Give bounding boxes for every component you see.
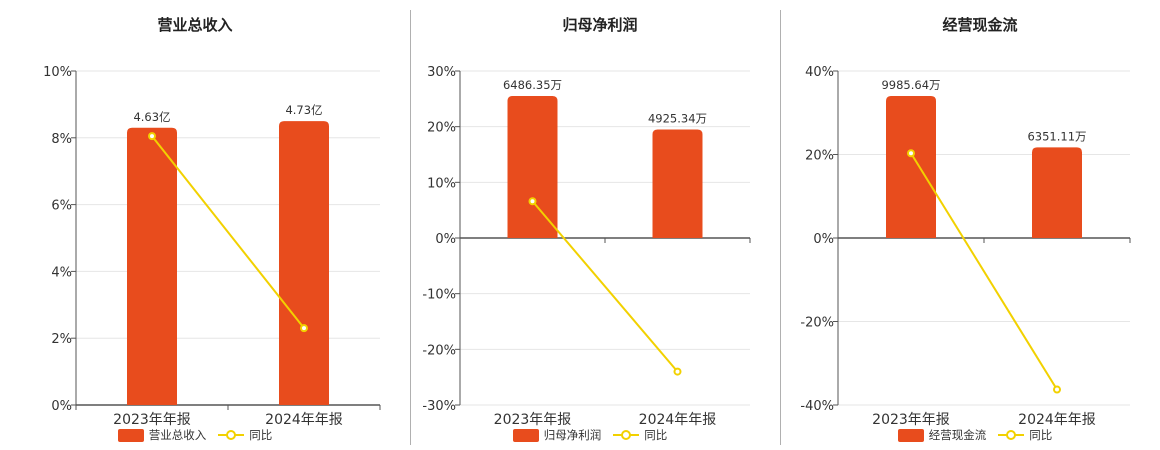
y-tick-label: 8% [51, 132, 72, 147]
legend-bar-swatch [897, 428, 924, 442]
chart-title: 经营现金流 [942, 16, 1018, 34]
bar-data-label: 4.73亿 [285, 103, 322, 117]
legend-line-swatch [998, 429, 1025, 441]
panel-divider [410, 10, 411, 445]
line-point [1053, 385, 1061, 394]
bar [127, 127, 177, 405]
x-tick-label: 2024年年报 [639, 412, 717, 428]
line-point [300, 324, 308, 333]
legend-bar-label: 归母净利润 [543, 428, 602, 442]
bar-data-label: 6486.35万 [503, 78, 562, 92]
bar-data-label: 9985.64万 [881, 78, 940, 92]
y-tick-label: 0% [813, 232, 834, 247]
line-point [148, 132, 156, 141]
bar-data-label: 6351.11万 [1027, 129, 1086, 143]
y-tick-label: 20% [427, 121, 456, 136]
chart-svg-net-profit: -30% -20% -10% 0% 10% 20% 30% 6486.35万 4925.34万 2… [422, 65, 751, 428]
y-tick-label: 20% [805, 149, 834, 164]
bar [652, 129, 703, 238]
legend-line-label: 同比 [644, 428, 668, 442]
y-tick-label: -10% [422, 288, 456, 303]
bar [507, 96, 558, 238]
chart-svg-revenue: 0% 2% 4% 6% 8% 10% 4.63亿 4.73亿 2023年年报 2024年年报 [43, 65, 381, 428]
y-tick-label: -20% [422, 343, 456, 358]
x-tick-label: 2024年年报 [1018, 412, 1096, 428]
legend-line-swatch [613, 429, 640, 441]
legend-line-label: 同比 [249, 428, 273, 442]
legend-line-label: 同比 [1029, 428, 1053, 442]
chart-panel-net-profit: 归母净利润 -30% -20% -10% 0% 10% 20% 30% 6486.35万 492… [370, 0, 770, 450]
legend: 营业总收入 同比 [0, 427, 390, 443]
legend-bar-swatch [117, 428, 144, 442]
legend: 经营现金流 同比 [770, 427, 1160, 443]
chart-title: 归母净利润 [562, 16, 638, 34]
chart-title: 营业总收入 [157, 16, 233, 34]
series-line-yoy [910, 152, 1058, 391]
line-point [528, 197, 537, 206]
legend-bar-swatch [512, 428, 539, 442]
y-tick-label: 40% [805, 65, 834, 80]
chart-panel-cash-flow: 经营现金流 -40% -20% 0% 20% 40% 9985.64万 6351.11万 20… [750, 0, 1160, 450]
series-line-yoy [531, 200, 679, 373]
bar [1032, 147, 1082, 238]
bar-data-label: 4.63亿 [133, 110, 170, 124]
y-tick-label: -20% [800, 316, 834, 331]
bar [886, 96, 936, 238]
x-tick-label: 2023年年报 [872, 412, 950, 428]
y-tick-label: 2% [51, 332, 72, 347]
y-tick-label: -30% [422, 399, 456, 414]
series-line-yoy [151, 135, 305, 329]
x-tick-label: 2023年年报 [494, 412, 572, 428]
y-tick-label: 10% [43, 65, 72, 80]
y-tick-label: 4% [51, 265, 72, 280]
y-tick-label: 0% [51, 399, 72, 414]
y-tick-label: 10% [427, 176, 456, 191]
chart-panel-revenue: 营业总收入 0% 2% 4% 6% 8% 10% 4.63亿 4.73亿 2023年年报 2024… [0, 0, 390, 450]
y-tick-label: -40% [800, 399, 834, 414]
legend-bar-label: 经营现金流 [928, 428, 987, 442]
line-point [673, 367, 682, 376]
x-tick-label: 2024年年报 [265, 412, 343, 428]
y-tick-label: 0% [435, 232, 456, 247]
bar-data-label: 4925.34万 [648, 111, 707, 125]
y-tick-label: 6% [51, 199, 72, 214]
chart-svg-cash-flow: -40% -20% 0% 20% 40% 9985.64万 6351.11万 2023年年报 2… [800, 65, 1131, 428]
legend-bar-label: 营业总收入 [148, 428, 207, 442]
bar [279, 121, 329, 405]
line-point [907, 149, 915, 158]
legend: 归母净利润 同比 [390, 427, 790, 443]
panel-divider [780, 10, 781, 445]
x-tick-label: 2023年年报 [113, 412, 191, 428]
legend-line-swatch [218, 429, 245, 441]
y-tick-label: 30% [427, 65, 456, 80]
